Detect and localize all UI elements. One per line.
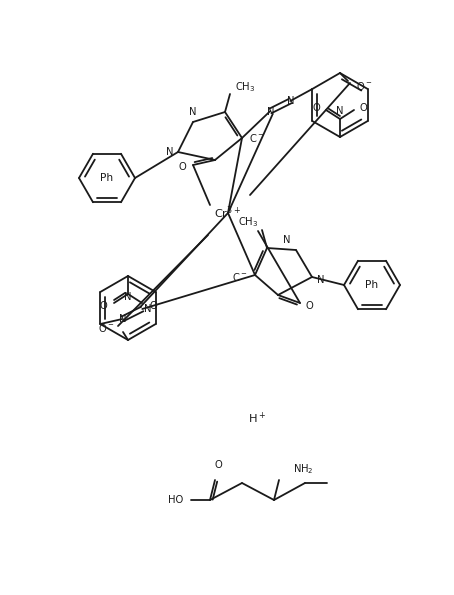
Text: O: O [306, 301, 314, 311]
Text: Ph: Ph [365, 280, 379, 290]
Text: HO: HO [168, 495, 183, 505]
Text: O: O [360, 103, 368, 113]
Text: N: N [189, 107, 197, 117]
Text: N: N [317, 275, 325, 285]
Text: Cr$^{3+}$: Cr$^{3+}$ [214, 205, 242, 221]
Text: Ph: Ph [100, 173, 114, 183]
Text: O: O [99, 301, 107, 311]
Text: O$^-$: O$^-$ [356, 80, 372, 92]
Text: N: N [286, 96, 294, 106]
Text: O: O [149, 301, 157, 311]
Text: N: N [144, 304, 152, 314]
Text: C$^-$: C$^-$ [232, 271, 248, 283]
Text: N: N [166, 147, 173, 157]
Text: O$^-$: O$^-$ [98, 322, 114, 334]
Text: O: O [214, 460, 222, 470]
Text: N: N [283, 235, 291, 245]
Text: CH$_3$: CH$_3$ [235, 80, 256, 94]
Text: H$^+$: H$^+$ [248, 411, 266, 425]
Text: CH$_3$: CH$_3$ [238, 215, 259, 229]
Text: O: O [178, 162, 186, 172]
Text: N: N [336, 106, 344, 116]
Text: N: N [118, 314, 126, 324]
Text: O: O [312, 103, 320, 113]
Text: N: N [266, 107, 274, 117]
Text: C$^-$: C$^-$ [249, 132, 265, 144]
Text: NH$_2$: NH$_2$ [293, 462, 313, 476]
Text: N: N [124, 292, 132, 302]
